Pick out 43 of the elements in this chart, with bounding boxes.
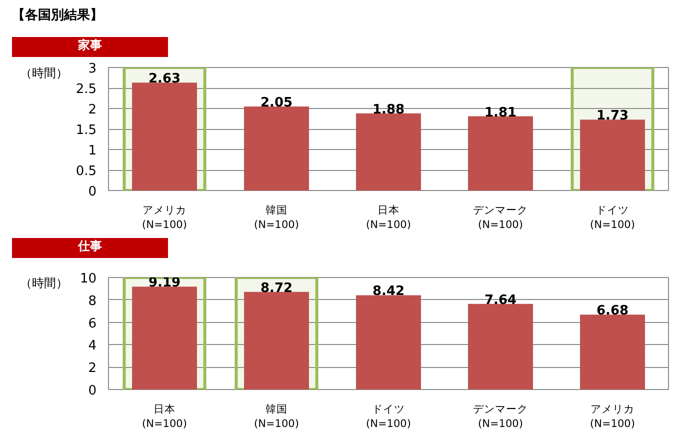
x-tick-label: アメリカ (N=100) [142, 204, 187, 231]
y-tick-label: 8 [88, 294, 97, 309]
x-tick-label: デンマーク (N=100) [473, 404, 528, 430]
x-tick-label: 日本 (N=100) [142, 402, 187, 430]
y-tick-label: 2 [88, 361, 97, 376]
y-tick-label: 6 [88, 316, 97, 332]
data-label: 2.05 [260, 95, 293, 110]
x-tick-label: 韓国 (N=100) [254, 402, 299, 430]
x-tick-label: ドイツ (N=100) [590, 204, 635, 231]
y-tick-label: 0 [88, 184, 97, 200]
y-axis-title: （時間） [20, 275, 68, 292]
x-tick-label: アメリカ (N=100) [590, 404, 635, 430]
bar [468, 304, 533, 390]
data-label: 1.88 [372, 102, 405, 118]
chart-title: 仕事 [12, 238, 168, 258]
data-label: 1.81 [484, 105, 517, 120]
data-label: 1.73 [596, 108, 629, 124]
y-tick-label: 2.5 [76, 82, 97, 97]
x-tick-label: 韓国 (N=100) [254, 204, 299, 231]
y-tick-label: 3 [88, 62, 97, 76]
bar [580, 314, 645, 390]
y-tick-label: 1.5 [76, 123, 97, 138]
bar [468, 116, 533, 190]
data-label: 8.72 [260, 280, 293, 296]
chart-title: 家事 [12, 37, 168, 57]
data-label: 8.42 [372, 284, 405, 300]
y-axis-title: （時間） [20, 65, 68, 82]
y-tick-label: 2 [88, 102, 97, 118]
data-label: 7.64 [484, 292, 517, 308]
x-tick-label: ドイツ (N=100) [366, 404, 411, 430]
bar [244, 106, 309, 190]
y-tick-label: 1 [88, 144, 97, 158]
bar [356, 295, 421, 390]
data-label: 6.68 [596, 304, 629, 319]
y-tick-label: 0.5 [76, 164, 97, 179]
data-label: 2.63 [148, 72, 181, 87]
x-tick-label: デンマーク (N=100) [473, 204, 528, 231]
bar [356, 113, 421, 190]
y-tick-label: 0 [88, 384, 97, 398]
y-tick-label: 4 [88, 338, 97, 354]
y-tick-label: 10 [80, 272, 97, 286]
text: 【各国別結果】 [11, 7, 103, 24]
x-tick-label: 日本 (N=100) [366, 204, 411, 231]
